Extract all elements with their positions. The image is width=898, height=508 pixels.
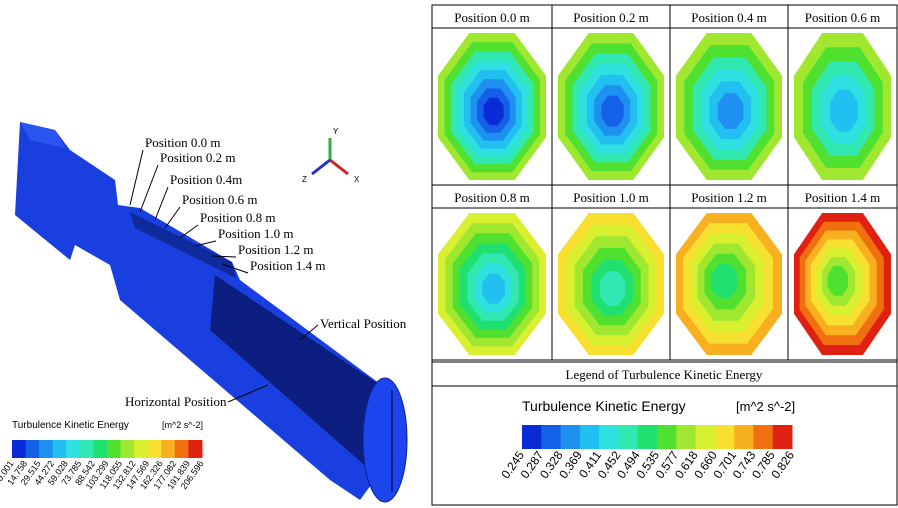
- axis-triad: Y Z X: [302, 127, 360, 184]
- legend-title: Turbulence Kinetic Energy: [522, 398, 686, 414]
- legend-title: Turbulence Kinetic Energy: [12, 420, 129, 431]
- position-label: Position 1.0 m: [218, 226, 294, 241]
- position-label: Position 0.2 m: [160, 150, 236, 165]
- colorbar-segment: [66, 440, 80, 458]
- colorbar-segment: [39, 440, 53, 458]
- contour-band: [830, 90, 858, 132]
- figure: Y Z X Vertical Position Horizontal Posit…: [0, 0, 898, 508]
- vertical-label: Vertical Position: [320, 316, 407, 331]
- colorbar-segment: [657, 425, 677, 449]
- cell-title: Position 0.6 m: [805, 10, 881, 25]
- position-label: Position 0.0 m: [145, 135, 221, 150]
- colorbar-segment: [148, 440, 162, 458]
- colorbar-segment: [121, 440, 135, 458]
- position-label: Position 1.2 m: [238, 242, 314, 257]
- cell-title: Position 0.4 m: [691, 10, 767, 25]
- axis-label: X: [354, 175, 360, 184]
- colorbar-segment: [773, 425, 793, 449]
- colorbar-segment: [12, 440, 26, 458]
- position-label: Position 0.6 m: [182, 192, 258, 207]
- colorbar-segment: [561, 425, 581, 449]
- colorbar-segment: [522, 425, 542, 449]
- colorbar-segment: [134, 440, 148, 458]
- colorbar-segment: [676, 425, 696, 449]
- colorbar-segment: [93, 440, 107, 458]
- position-label: Position 0.4m: [170, 172, 242, 187]
- colorbar-segment: [599, 425, 619, 449]
- position-label: Position 0.8 m: [200, 210, 276, 225]
- contour-band: [482, 274, 505, 304]
- contour-band: [712, 264, 738, 298]
- contour-band: [484, 98, 504, 125]
- contour-band: [718, 93, 744, 129]
- cell-title: Position 0.0 m: [454, 10, 530, 25]
- colorbar-segment: [753, 425, 773, 449]
- colorbar-segment: [618, 425, 638, 449]
- legend-caption: Legend of Turbulence Kinetic Energy: [566, 367, 763, 382]
- colorbar-segment: [161, 440, 175, 458]
- pointer-arrow: [180, 225, 198, 238]
- cell-title: Position 0.2 m: [573, 10, 649, 25]
- colorbar-segment: [715, 425, 735, 449]
- cell-title: Position 0.8 m: [454, 190, 530, 205]
- colorbar-segment: [696, 425, 716, 449]
- colorbar-segment: [107, 440, 121, 458]
- horizontal-label: Horizontal Position: [125, 394, 227, 409]
- contour-band: [601, 96, 623, 127]
- colorbar-segment: [638, 425, 658, 449]
- colorbar-segment: [734, 425, 754, 449]
- colorbar-segment: [541, 425, 561, 449]
- colorbar-segment: [26, 440, 40, 458]
- colorbar-segment: [175, 440, 189, 458]
- cell-title: Position 1.0 m: [573, 190, 649, 205]
- pointer-arrow: [165, 207, 180, 228]
- position-label: Position 1.4 m: [250, 258, 326, 273]
- legend-unit: [m^2 s^-2]: [736, 399, 795, 414]
- colorbar-segment: [80, 440, 94, 458]
- pointer-arrow: [140, 165, 158, 212]
- contour-band: [600, 271, 626, 306]
- axis-label: Y: [333, 127, 339, 136]
- pointer-arrow: [130, 150, 143, 205]
- cell-title: Position 1.2 m: [691, 190, 767, 205]
- legend-unit: [m^2 s^-2]: [162, 420, 203, 430]
- axis-label: Z: [302, 175, 307, 184]
- colorbar-segment: [188, 440, 202, 458]
- colorbar-segment: [580, 425, 600, 449]
- cell-title: Position 1.4 m: [805, 190, 881, 205]
- pointer-arrow: [155, 187, 168, 220]
- contour-band: [828, 266, 848, 296]
- colorbar-segment: [53, 440, 67, 458]
